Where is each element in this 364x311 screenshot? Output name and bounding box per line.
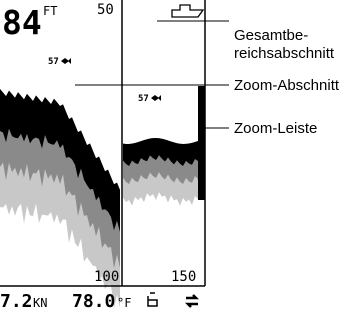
boat-icon	[172, 5, 203, 17]
depth-unit: FT	[43, 4, 57, 18]
callout-label: Zoom-Abschnitt	[234, 77, 340, 94]
temperature-unit: °F	[117, 296, 131, 310]
fish-icon	[151, 95, 161, 101]
callout-label: Gesamtbe-	[234, 27, 308, 44]
depth: 84	[2, 3, 42, 42]
callout-label: reichsabschnitt	[234, 45, 335, 62]
speed: 7.2	[0, 291, 33, 311]
fish-depth: 57	[138, 94, 149, 104]
callout-label: Zoom-Leiste	[234, 120, 317, 137]
temperature: 78.0	[72, 291, 115, 311]
scale-label: 150	[171, 269, 196, 285]
speed-unit: KN	[33, 296, 47, 310]
scale-label: 100	[94, 269, 119, 285]
fish-icon	[61, 58, 71, 64]
sonar-diagram: 84 FT 50 57 57 100 150 7.2 KN 78.0 °F Ge…	[0, 0, 364, 311]
fish-depth: 57	[48, 57, 59, 67]
zoom-bar	[198, 86, 205, 200]
range-top: 50	[97, 2, 114, 18]
status-icon	[186, 295, 198, 307]
status-icon	[148, 293, 157, 306]
